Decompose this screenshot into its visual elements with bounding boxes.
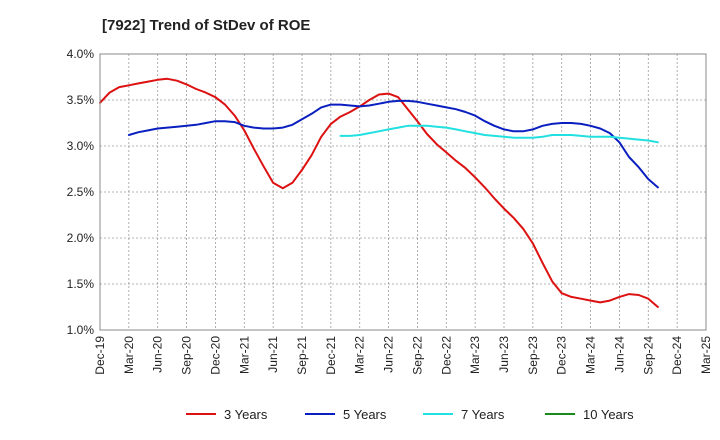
plot-area bbox=[99, 53, 707, 331]
x-tick-label: Mar-21 bbox=[237, 336, 251, 374]
x-tick-label: Mar-24 bbox=[584, 336, 598, 374]
x-tick-label: Dec-22 bbox=[439, 336, 453, 375]
x-axis-ticks: Dec-19 Mar-20 Jun-20 Sep-20 Dec-20 Mar-21 Jun-… bbox=[93, 336, 713, 375]
x-tick-label: Sep-24 bbox=[641, 336, 655, 375]
y-tick-label: 3.5% bbox=[67, 93, 95, 107]
y-tick-label: 4.0% bbox=[67, 47, 95, 61]
legend-label: 5 Years bbox=[343, 407, 387, 422]
y-axis-ticks: 1.0% 1.5% 2.0% 2.5% 3.0% 3.5% 4.0% bbox=[67, 47, 95, 337]
legend: 3 Years 5 Years 7 Years 10 Years bbox=[186, 407, 634, 422]
x-tick-label: Sep-21 bbox=[295, 336, 309, 375]
x-tick-label: Jun-21 bbox=[266, 336, 280, 373]
x-tick-label: Jun-22 bbox=[382, 336, 396, 373]
x-tick-label: Dec-23 bbox=[555, 336, 569, 375]
x-tick-label: Sep-22 bbox=[410, 336, 424, 375]
x-tick-label: Mar-20 bbox=[122, 336, 136, 374]
x-tick-label: Sep-23 bbox=[526, 336, 540, 375]
x-tick-label: Dec-20 bbox=[208, 336, 222, 375]
x-tick-label: Sep-20 bbox=[180, 336, 194, 375]
x-tick-label: Mar-25 bbox=[699, 336, 713, 374]
x-tick-label: Jun-23 bbox=[497, 336, 511, 373]
x-tick-label: Jun-20 bbox=[151, 336, 165, 373]
x-tick-label: Jun-24 bbox=[612, 336, 626, 373]
y-tick-label: 1.0% bbox=[67, 323, 95, 337]
series-line-3-years bbox=[99, 77, 659, 308]
x-tick-label: Mar-23 bbox=[468, 336, 482, 374]
x-tick-label: Dec-24 bbox=[670, 336, 684, 375]
x-tick-label: Dec-19 bbox=[93, 336, 107, 375]
legend-label: 7 Years bbox=[461, 407, 505, 422]
y-tick-label: 3.0% bbox=[67, 139, 95, 153]
x-tick-label: Dec-21 bbox=[324, 336, 338, 375]
legend-label: 10 Years bbox=[583, 407, 634, 422]
y-tick-label: 1.5% bbox=[67, 277, 95, 291]
grid bbox=[99, 53, 707, 331]
legend-label: 3 Years bbox=[224, 407, 268, 422]
y-tick-label: 2.5% bbox=[67, 185, 95, 199]
x-tick-label: Mar-22 bbox=[353, 336, 367, 374]
y-tick-label: 2.0% bbox=[67, 231, 95, 245]
series-line-5-years bbox=[127, 99, 659, 189]
series-line-7-years bbox=[339, 124, 659, 144]
chart-title: [7922] Trend of StDev of ROE bbox=[102, 17, 310, 34]
series-lines bbox=[99, 77, 659, 308]
